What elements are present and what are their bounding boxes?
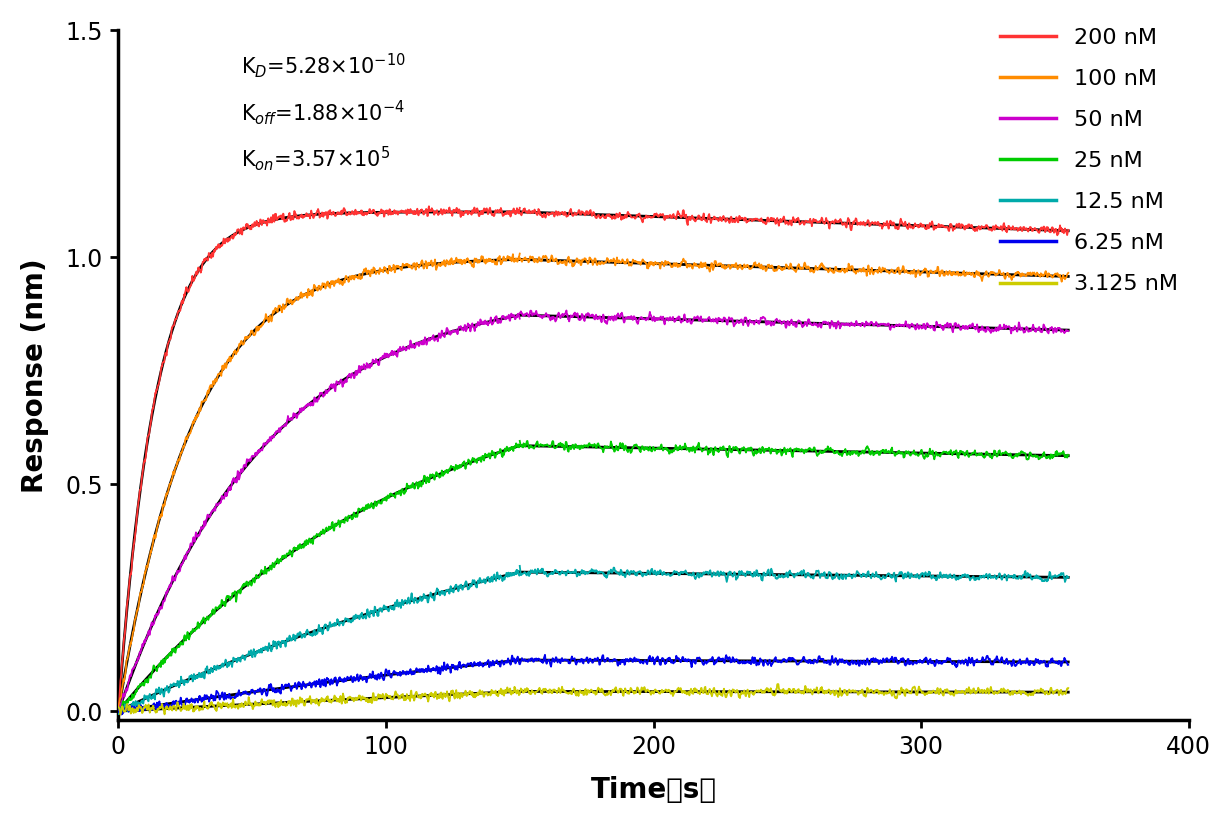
Y-axis label: Response (nm): Response (nm)	[21, 258, 49, 493]
Legend: 200 nM, 100 nM, 50 nM, 25 nM, 12.5 nM, 6.25 nM, 3.125 nM: 200 nM, 100 nM, 50 nM, 25 nM, 12.5 nM, 6…	[1000, 28, 1178, 295]
X-axis label: Time（s）: Time（s）	[590, 776, 717, 804]
Text: K$_{D}$=5.28×10$^{-10}$
K$_{off}$=1.88×10$^{-4}$
K$_{on}$=3.57×10$^{5}$: K$_{D}$=5.28×10$^{-10}$ K$_{off}$=1.88×1…	[241, 51, 407, 173]
